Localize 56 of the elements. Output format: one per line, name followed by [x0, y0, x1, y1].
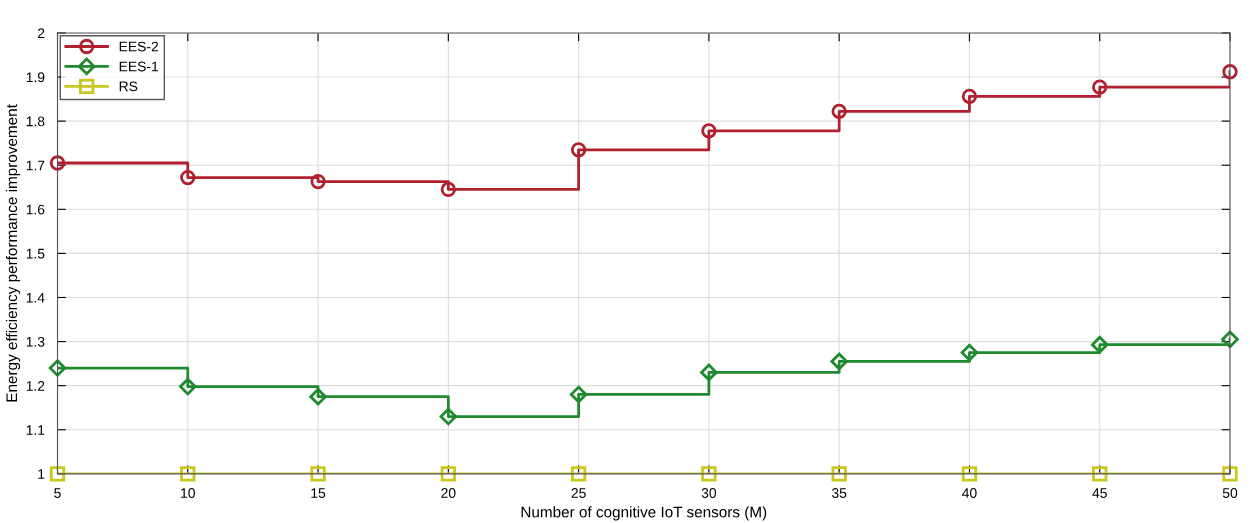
point	[310, 466, 326, 482]
point	[49, 466, 66, 482]
y-tick-label: 1.2	[26, 380, 45, 391]
point	[180, 466, 196, 482]
point	[701, 466, 717, 482]
y-tick-label: 1.8	[26, 116, 45, 127]
point	[48, 359, 67, 377]
point	[569, 385, 588, 404]
point	[1092, 466, 1108, 482]
y-tick-label: 1.4	[26, 292, 45, 303]
point	[439, 407, 458, 426]
y-tick-label: 1.1	[26, 425, 45, 435]
x-axis-title: Number of cognitive IoT sensors (M)	[521, 506, 767, 521]
point	[309, 387, 327, 406]
point	[831, 103, 847, 120]
point	[1092, 79, 1108, 95]
y-tick-label: 1.9	[26, 72, 45, 83]
x-tick-label: 25	[571, 488, 586, 498]
x-tick-label: 20	[441, 488, 456, 498]
point	[440, 466, 456, 482]
point	[1221, 330, 1239, 349]
x-tick-label: 35	[831, 488, 847, 498]
point	[180, 169, 196, 186]
x-tick-label: 40	[962, 488, 977, 498]
point	[49, 155, 66, 171]
point	[831, 466, 847, 482]
point	[961, 466, 978, 482]
y-tick-label: 2	[37, 28, 45, 38]
x-tick-label: 30	[701, 488, 717, 498]
x-tick-label: 10	[181, 488, 195, 498]
point	[961, 88, 978, 105]
point	[310, 173, 326, 190]
y-tick-label: 1	[38, 469, 45, 479]
legend-label: RS	[119, 81, 138, 92]
x-tick-label: 15	[311, 488, 326, 498]
y-axis-title: Energy efficiency performance improvement	[5, 104, 21, 402]
point	[701, 123, 717, 139]
legend-label: EES-2	[119, 41, 159, 52]
point	[570, 466, 587, 482]
y-tick-label: 1.7	[26, 160, 45, 171]
y-tick-label: 1.5	[26, 248, 45, 259]
point	[960, 343, 979, 362]
y-tick-label: 1.6	[26, 204, 45, 215]
x-tick-label: 5	[54, 488, 61, 498]
x-tick-label: 45	[1092, 488, 1107, 498]
point	[700, 363, 718, 382]
point	[440, 181, 456, 198]
point	[1222, 466, 1238, 482]
point	[1222, 64, 1238, 80]
x-tick-label: 50	[1222, 488, 1238, 498]
legend-label: EES-1	[119, 61, 159, 72]
point	[830, 352, 848, 371]
point	[179, 377, 197, 396]
point	[1090, 335, 1109, 354]
point	[570, 142, 587, 158]
y-tick-label: 1.3	[26, 336, 45, 347]
